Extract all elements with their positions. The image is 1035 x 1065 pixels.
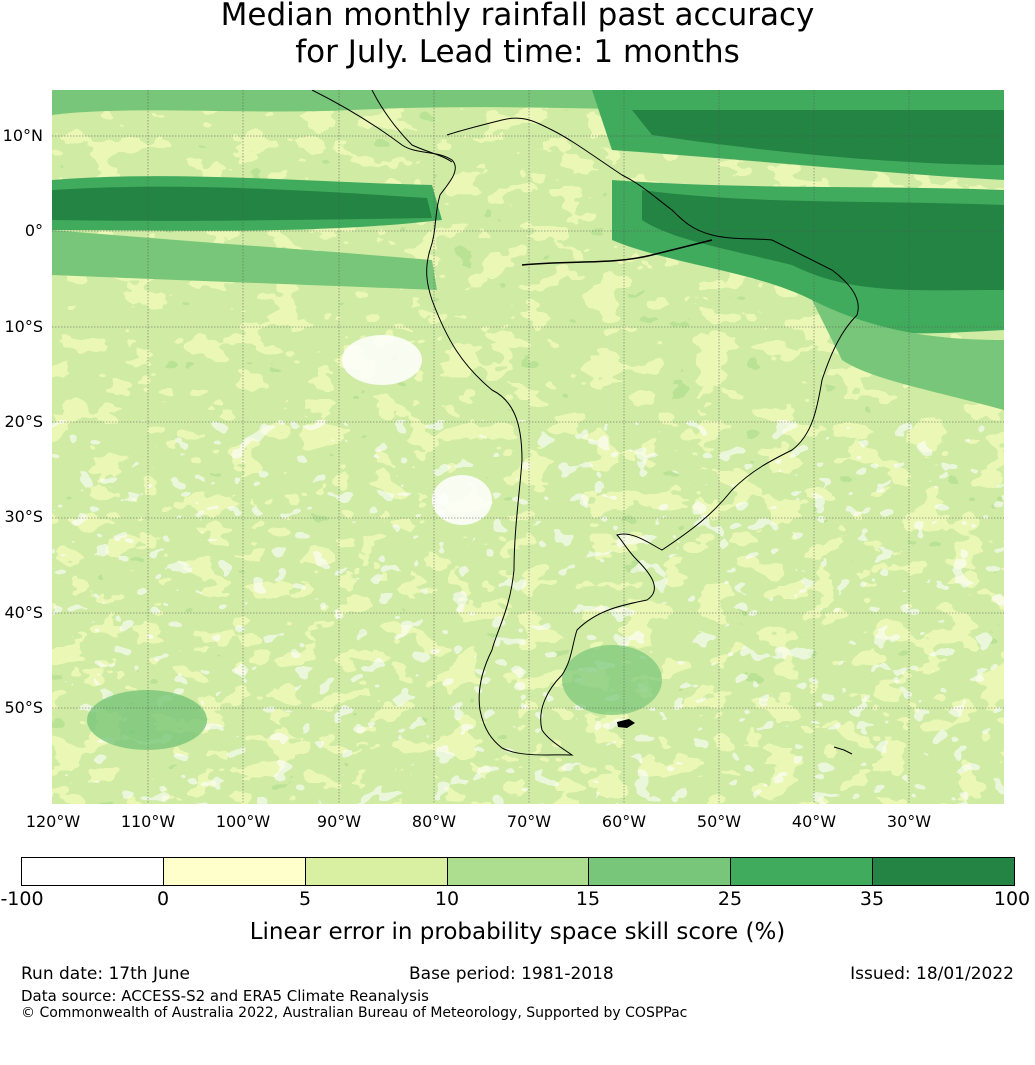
lat-label-20s: 20°S xyxy=(4,412,43,431)
colorbar-tick-6: 25 xyxy=(717,888,743,910)
lon-label-30w: 30°W xyxy=(886,812,932,831)
graticule xyxy=(52,90,1004,804)
colorbar-segment-4 xyxy=(446,858,589,885)
lat-label-10n: 10°N xyxy=(2,126,43,145)
colorbar-segment-2 xyxy=(162,858,305,885)
lon-label-110w: 110°W xyxy=(120,812,176,831)
lon-label-80w: 80°W xyxy=(411,812,457,831)
south-america-coastline xyxy=(311,90,859,756)
map-title-line-2: for July. Lead time: 1 months xyxy=(295,34,740,70)
colorbar-tick-3: 5 xyxy=(298,888,312,910)
band-equatorial-pacific-core xyxy=(52,186,432,221)
falkland-islands xyxy=(617,719,635,728)
base-period: Base period: 1981-2018 xyxy=(409,964,614,984)
colorbar-tick-2: 0 xyxy=(156,888,170,910)
amazon-river xyxy=(521,239,713,266)
colorbar-tick-8: 100 xyxy=(993,888,1031,910)
lon-label-50w: 50°W xyxy=(696,812,742,831)
map-title-line-1: Median monthly rainfall past accuracy xyxy=(220,0,815,33)
colorbar-segment-5 xyxy=(588,858,731,885)
colorbar-tick-4: 10 xyxy=(434,888,460,910)
skill-score-map xyxy=(52,90,1004,804)
colorbar-tick-1: -100 xyxy=(0,888,44,910)
patch-south-pacific xyxy=(87,690,207,750)
lon-label-40w: 40°W xyxy=(791,812,837,831)
lon-label-90w: 90°W xyxy=(316,812,362,831)
lat-label-10s: 10°S xyxy=(4,317,43,336)
run-date: Run date: 17th June xyxy=(21,964,190,984)
issued-date: Issued: 18/01/2022 xyxy=(850,964,1014,984)
colorbar-segment-7 xyxy=(872,858,1015,885)
colorbar-tick-7: 35 xyxy=(859,888,885,910)
lon-label-120w: 120°W xyxy=(25,812,81,831)
colorbar-tick-5: 15 xyxy=(575,888,601,910)
band-northeast-brazil xyxy=(812,300,1004,410)
lon-label-100w: 100°W xyxy=(215,812,271,831)
lat-label-0: 0° xyxy=(24,221,43,240)
field-low-skill-patches xyxy=(52,420,1004,804)
band-equatorial-atlantic-core xyxy=(642,190,1004,291)
colorbar-segment-6 xyxy=(730,858,873,885)
colorbar-segment-3 xyxy=(304,858,447,885)
colorbar-label: Linear error in probability space skill … xyxy=(249,919,786,945)
lat-label-30s: 30°S xyxy=(4,507,43,526)
patch-patagonia xyxy=(562,645,662,715)
data-source: Data source: ACCESS-S2 and ERA5 Climate … xyxy=(21,987,429,1005)
lat-label-40s: 40°S xyxy=(4,603,43,622)
south-georgia xyxy=(833,746,853,755)
band-south-equatorial-pacific xyxy=(52,230,437,290)
lat-label-50s: 50°S xyxy=(4,698,43,717)
colorbar xyxy=(21,857,1015,886)
lon-label-70w: 70°W xyxy=(506,812,552,831)
patch-peru-offshore xyxy=(342,335,422,385)
colorbar-segment-1 xyxy=(22,858,163,885)
central-america-coastline xyxy=(371,90,453,163)
lon-label-60w: 60°W xyxy=(601,812,647,831)
band-caribbean-atlantic-core xyxy=(632,110,1004,165)
patch-atacama xyxy=(432,475,492,525)
copyright: © Commonwealth of Australia 2022, Austra… xyxy=(21,1005,688,1021)
